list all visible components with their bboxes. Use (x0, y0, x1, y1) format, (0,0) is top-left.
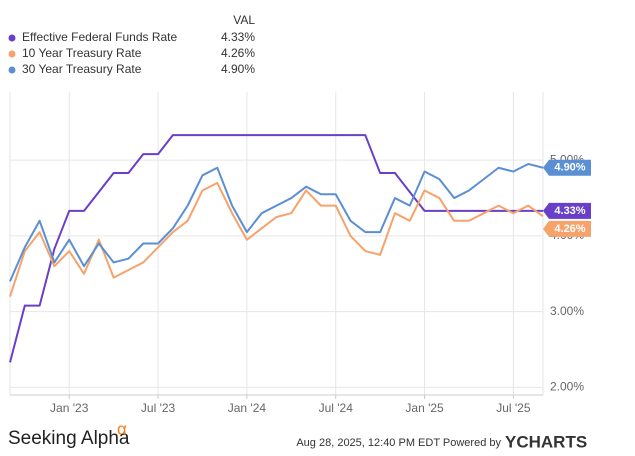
x-tick-label: Jan '23 (50, 401, 89, 415)
legend-value: 4.33% (221, 30, 255, 44)
timestamp: Aug 28, 2025, 12:40 PM EDT Powered by (296, 437, 501, 449)
series-line (9, 162, 544, 282)
value-tag (543, 220, 591, 237)
value-tag-label: 4.90% (554, 162, 585, 174)
value-tag-label: 4.33% (554, 205, 585, 217)
legend-value: 4.26% (221, 46, 255, 60)
legend-header: VAL (233, 13, 255, 27)
series-line (9, 134, 543, 363)
x-tick-label: Jul '23 (141, 401, 176, 415)
x-tick-label: Jul '25 (496, 401, 531, 415)
x-tick-label: Jul '24 (319, 401, 354, 415)
legend-marker (8, 66, 16, 74)
value-tag (543, 202, 591, 219)
series-line (9, 181, 544, 297)
brand-mark: α (117, 419, 127, 438)
y-tick-label: 2.00% (550, 380, 584, 394)
x-tick-label: Jan '24 (228, 401, 267, 415)
value-tag-label: 4.26% (554, 223, 585, 235)
value-tag (543, 159, 591, 176)
legend-marker (8, 34, 16, 42)
y-tick-label: 3.00% (550, 304, 584, 318)
legend-label: Effective Federal Funds Rate (22, 30, 178, 44)
legend-label: 10 Year Treasury Rate (22, 46, 142, 60)
legend-label: 30 Year Treasury Rate (22, 62, 142, 76)
legend-value: 4.90% (221, 62, 255, 76)
provider: YCHARTS (505, 432, 587, 451)
x-tick-label: Jan '25 (405, 401, 444, 415)
brand: Seeking Alpha (8, 428, 130, 449)
legend-marker (8, 50, 16, 58)
